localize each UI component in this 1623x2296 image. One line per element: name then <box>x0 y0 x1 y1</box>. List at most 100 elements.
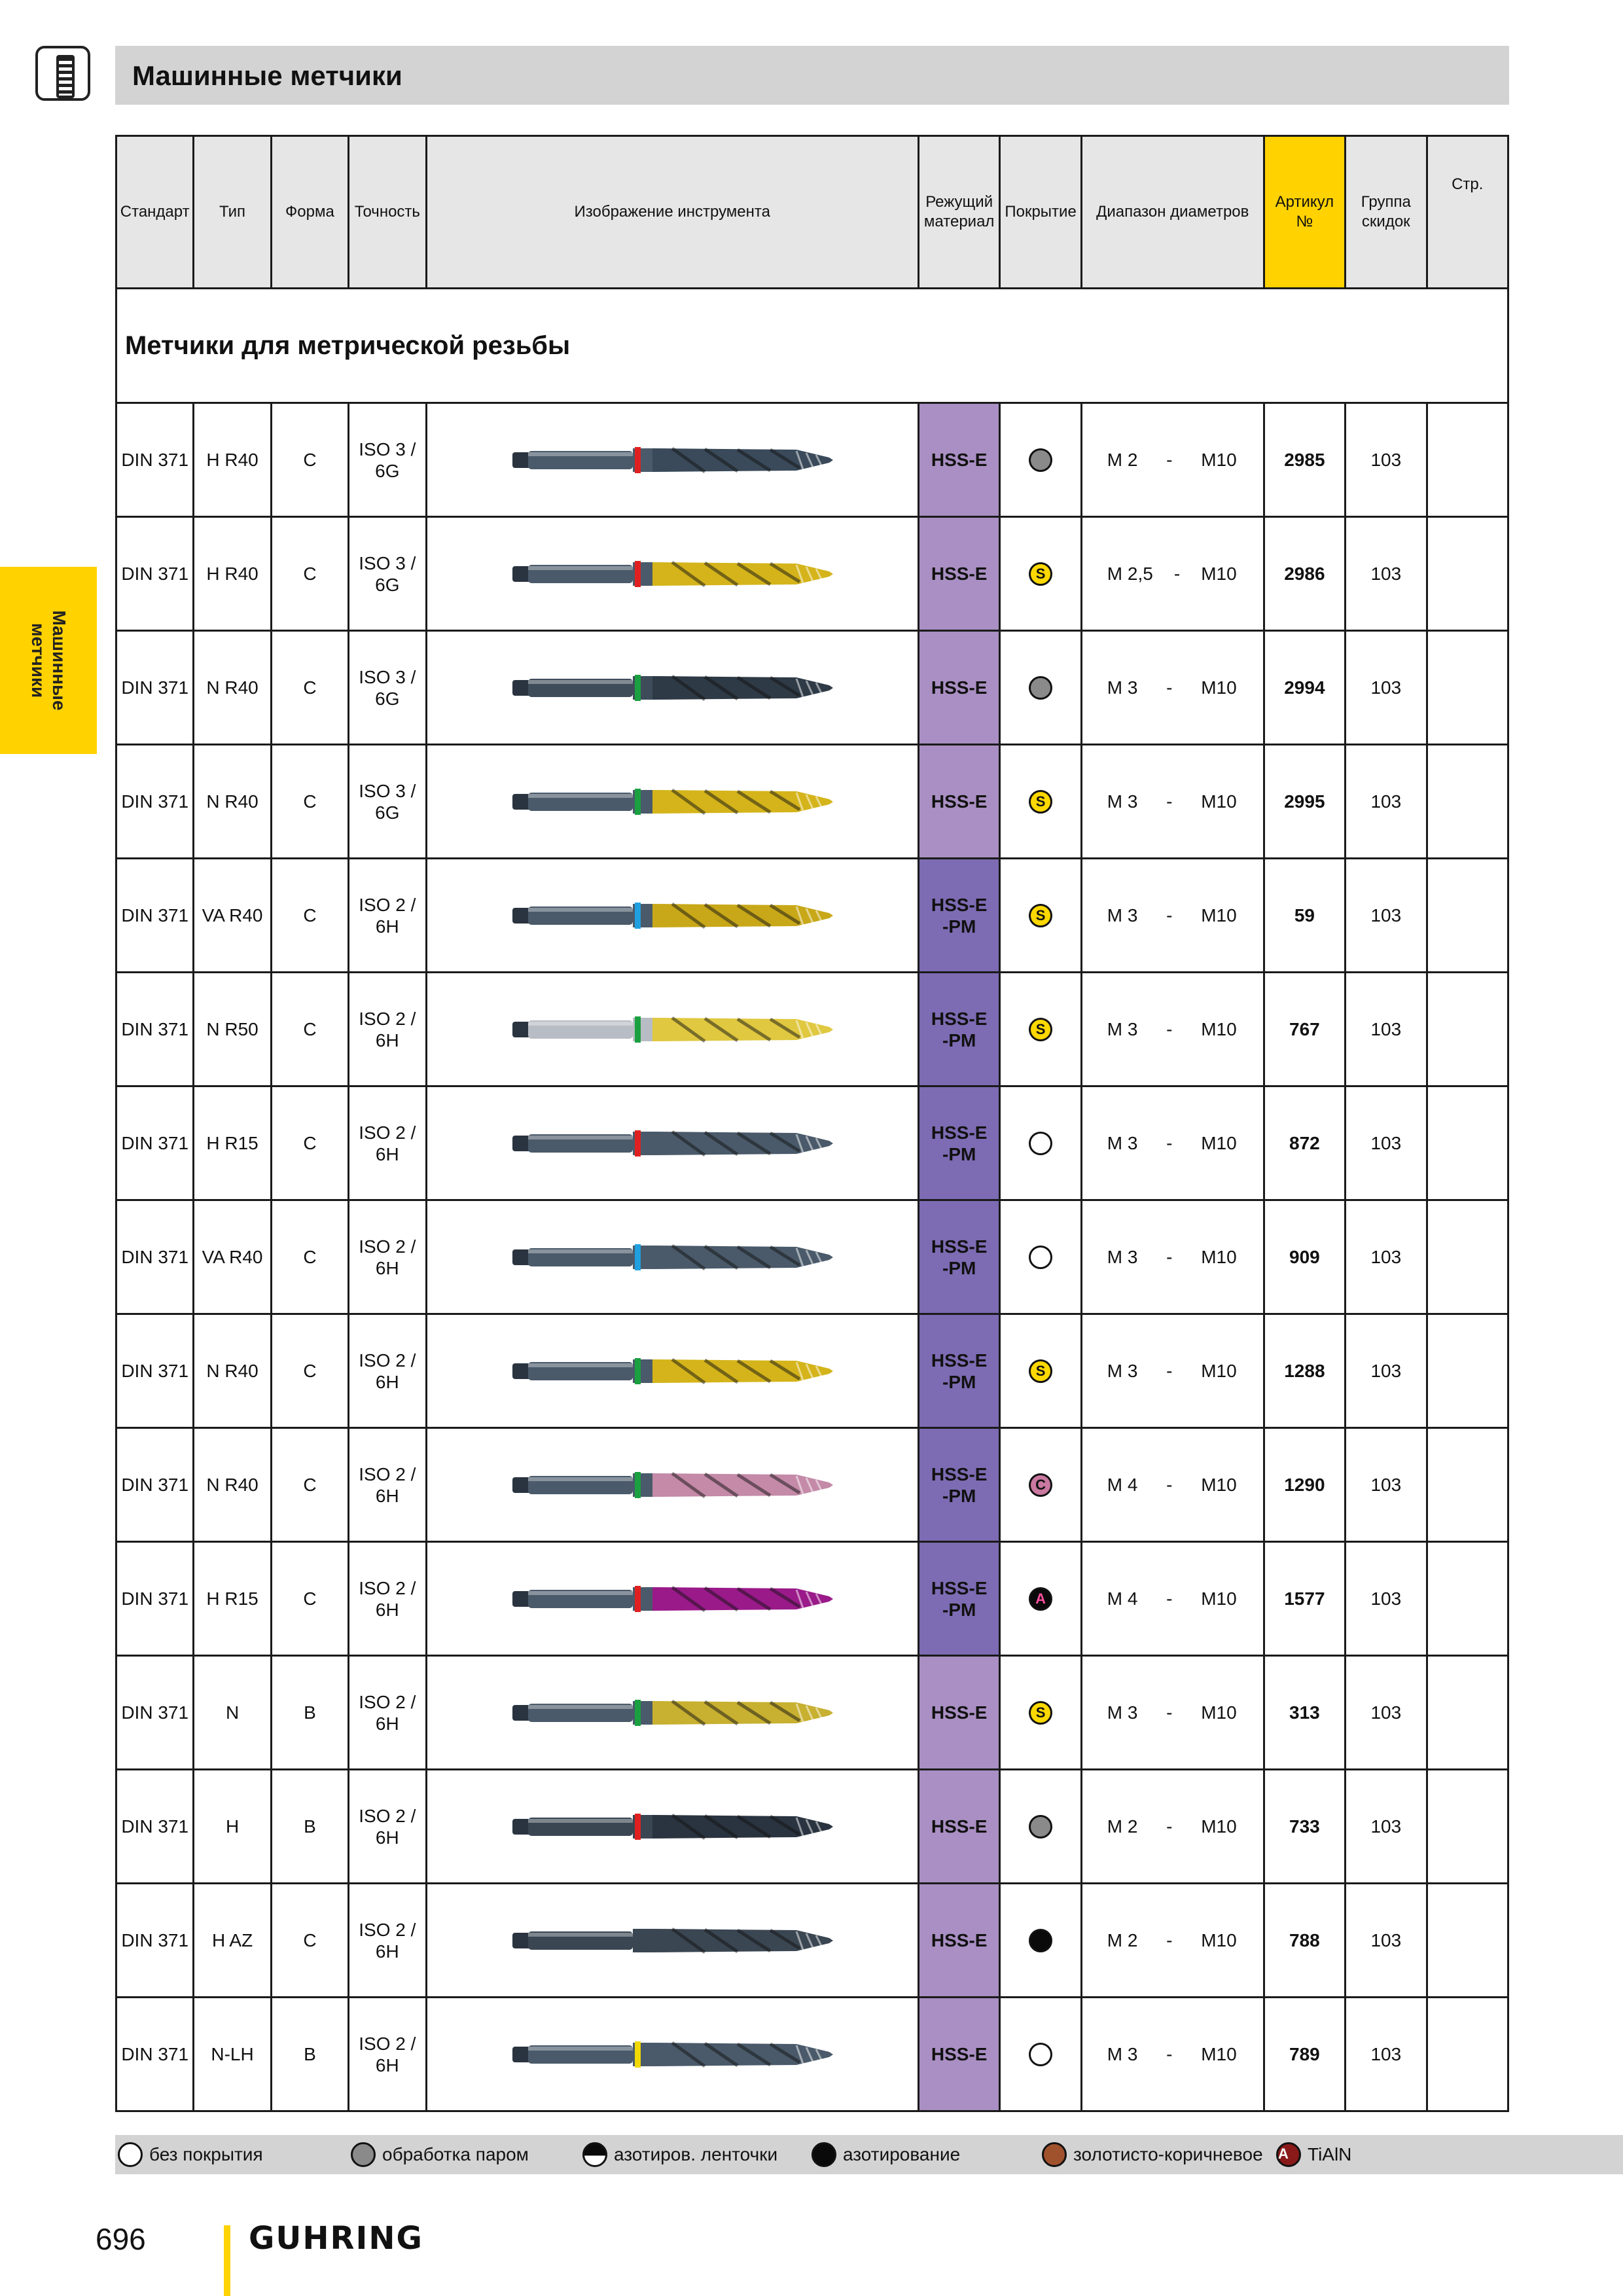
cell-article[interactable]: 2985 <box>1262 402 1347 518</box>
col-type: Тип <box>192 135 272 289</box>
cell-article[interactable]: 1288 <box>1262 1313 1347 1429</box>
cell-page <box>1425 1199 1509 1315</box>
cell-image <box>425 744 919 859</box>
cell-standard: DIN 371 <box>115 1541 195 1657</box>
cell-range: M 2 - M10 <box>1080 402 1265 518</box>
cell-article[interactable]: 872 <box>1262 1085 1347 1201</box>
legend-label: азотирование <box>843 2144 961 2164</box>
cell-standard: DIN 371 <box>115 1882 195 1998</box>
cell-type: H AZ <box>192 1882 272 1998</box>
cell-type: H <box>192 1768 272 1884</box>
cell-accuracy: ISO 2 / 6H <box>348 971 427 1087</box>
range-to: M10 <box>1201 563 1237 584</box>
legend-item: A TiAlN <box>1276 2140 1351 2169</box>
cell-article[interactable]: 2995 <box>1262 744 1347 859</box>
cell-page <box>1425 1427 1509 1543</box>
header-bar <box>115 46 1509 105</box>
col-page: Стр. <box>1425 135 1509 289</box>
col-discount: Группа скидок <box>1344 135 1428 289</box>
coating-tin-icon: S <box>1029 562 1053 586</box>
cell-accuracy: ISO 3 / 6G <box>348 630 427 745</box>
range-from: M 3 <box>1107 1360 1138 1381</box>
cell-range: M 2,5 - M10 <box>1080 516 1265 632</box>
cell-standard: DIN 371 <box>115 516 195 632</box>
table-row: DIN 371 VA R40 C ISO 2 / 6H HSS-E-PM S M… <box>115 857 1509 973</box>
coating-none-icon <box>1029 1245 1053 1269</box>
cell-material: HSS-E <box>917 516 1001 632</box>
range-to: M10 <box>1201 905 1237 925</box>
legend-brown-icon <box>1042 2142 1067 2167</box>
cell-type: N R40 <box>192 744 272 859</box>
cell-image <box>425 1996 919 2112</box>
cell-standard: DIN 371 <box>115 971 195 1087</box>
cell-standard: DIN 371 <box>115 857 195 973</box>
legend-none-icon <box>118 2142 143 2167</box>
col-form: Форма <box>270 135 350 289</box>
cell-article[interactable]: 313 <box>1262 1655 1347 1770</box>
range-from: M 4 <box>1107 1588 1138 1609</box>
cell-discount: 103 <box>1344 1541 1428 1657</box>
range-separator: - <box>1166 1132 1173 1153</box>
cell-article[interactable]: 2986 <box>1262 516 1347 632</box>
range-separator: - <box>1166 677 1173 698</box>
tap-image <box>512 560 834 587</box>
cell-form: C <box>270 744 350 859</box>
footer-accent-bar <box>224 2225 230 2296</box>
cell-material: HSS-E-PM <box>917 1085 1001 1201</box>
page-title: Машинные метчики <box>132 60 402 91</box>
range-to: M10 <box>1201 1474 1237 1495</box>
table-row: DIN 371 H R15 C ISO 2 / 6H HSS-E-PM A M … <box>115 1541 1509 1657</box>
cell-image <box>425 516 919 632</box>
side-tab[interactable]: Машинные метчики <box>0 567 97 754</box>
cell-range: M 4 - M10 <box>1080 1541 1265 1657</box>
cell-standard: DIN 371 <box>115 1768 195 1884</box>
cell-article[interactable]: 909 <box>1262 1199 1347 1315</box>
cell-article[interactable]: 767 <box>1262 971 1347 1087</box>
cell-article[interactable]: 1290 <box>1262 1427 1347 1543</box>
cell-accuracy: ISO 2 / 6H <box>348 1085 427 1201</box>
legend-label: без покрытия <box>149 2144 263 2164</box>
cell-range: M 3 - M10 <box>1080 857 1265 973</box>
cell-type: H R40 <box>192 516 272 632</box>
cell-image <box>425 1199 919 1315</box>
tap-image <box>512 2041 834 2068</box>
cell-material: HSS-E-PM <box>917 1313 1001 1429</box>
tap-image <box>512 1813 834 1840</box>
cell-image <box>425 1313 919 1429</box>
cell-range: M 3 - M10 <box>1080 971 1265 1087</box>
coating-tin-icon: S <box>1029 1700 1053 1725</box>
legend-label: золотисто-коричневое <box>1073 2144 1263 2164</box>
col-standard: Стандарт <box>115 135 195 289</box>
cell-article[interactable]: 1577 <box>1262 1541 1347 1657</box>
cell-standard: DIN 371 <box>115 1199 195 1315</box>
cell-discount: 103 <box>1344 1085 1428 1201</box>
cell-article[interactable]: 59 <box>1262 857 1347 973</box>
cell-coating: A <box>999 1541 1082 1657</box>
col-accuracy: Точность <box>348 135 427 289</box>
range-separator: - <box>1166 449 1173 470</box>
cell-article[interactable]: 789 <box>1262 1996 1347 2112</box>
range-to: M10 <box>1201 1360 1237 1381</box>
cell-article[interactable]: 788 <box>1262 1882 1347 1998</box>
table-row: DIN 371 H R40 C ISO 3 / 6G HSS-E S M 2,5… <box>115 516 1509 632</box>
cell-material: HSS-E-PM <box>917 1427 1001 1543</box>
cell-material: HSS-E <box>917 1655 1001 1770</box>
cell-article[interactable]: 2994 <box>1262 630 1347 745</box>
cell-range: M 3 - M10 <box>1080 1655 1265 1770</box>
col-image: Изображение инструмента <box>425 135 919 289</box>
cell-standard: DIN 371 <box>115 1996 195 2112</box>
coating-tin-icon: S <box>1029 1359 1053 1383</box>
range-from: M 3 <box>1107 905 1138 925</box>
cell-article[interactable]: 733 <box>1262 1768 1347 1884</box>
cell-standard: DIN 371 <box>115 1427 195 1543</box>
legend-label: TiAlN <box>1308 2144 1352 2164</box>
cell-range: M 2 - M10 <box>1080 1882 1265 1998</box>
range-from: M 3 <box>1107 791 1138 812</box>
range-to: M10 <box>1201 1246 1237 1267</box>
cell-discount: 103 <box>1344 1199 1428 1315</box>
range-to: M10 <box>1201 1929 1237 1950</box>
legend-steam-icon <box>351 2142 376 2167</box>
range-separator: - <box>1166 905 1173 925</box>
legend-tape-icon <box>582 2142 607 2167</box>
cell-image <box>425 971 919 1087</box>
